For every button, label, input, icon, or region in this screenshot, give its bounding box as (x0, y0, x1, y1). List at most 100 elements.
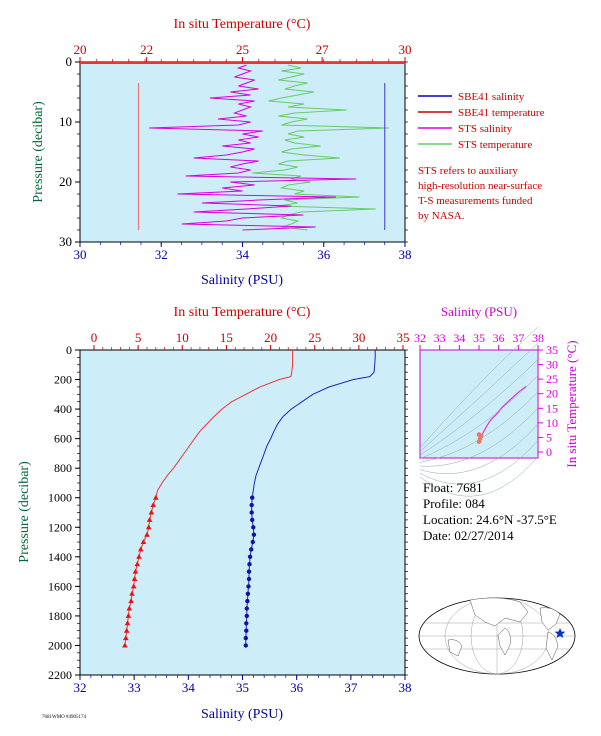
top-pressure-axis-tick-label: 20 (59, 174, 72, 189)
sts-note-line-2: high-resolution near-surface (418, 180, 542, 192)
bottom-sal-axis-title: Salinity (PSU) (201, 707, 283, 722)
world-map (418, 597, 576, 675)
salinity-marker (244, 613, 249, 619)
temperature-marker (144, 531, 150, 537)
ts-temp-axis-tick-label: 5 (546, 430, 552, 444)
map-continents (447, 597, 561, 661)
temperature-marker (132, 568, 139, 574)
temperature-marker (136, 553, 142, 559)
bottom-pressure-axis-tick-label: 200 (54, 373, 72, 387)
temperature-marker (129, 590, 135, 596)
salinity-marker (249, 547, 254, 552)
density-isopleth (419, 440, 539, 485)
temperature-marker (138, 546, 144, 552)
salinity-marker (243, 643, 248, 648)
legend-label-sbe41-salinity: SBE41 salinity (458, 91, 525, 103)
bottom-temp-axis-tick-label: 30 (352, 330, 365, 345)
bottom-pressure-axis-tick-label: 1000 (48, 491, 72, 505)
salinity-marker (249, 510, 254, 515)
legend-label-sbe41-temperature: SBE41 temperature (458, 107, 545, 119)
bottom-sal-axis-tick-label: 35 (236, 680, 249, 695)
top-temp-axis-title: In situ Temperature (°C) (174, 17, 311, 32)
bottom-plot-area (79, 349, 406, 676)
float-info: Float: 7681 Profile: 084 Location: 24.6°… (423, 480, 557, 543)
ts-deep-point (476, 432, 482, 437)
bottom-pressure-axis-tick-label: 0 (66, 343, 72, 357)
bottom-sal-axis-tick-label: 34 (182, 680, 196, 695)
salinity-marker (246, 576, 252, 582)
salinity-marker (251, 525, 256, 530)
salinity-marker (244, 628, 249, 633)
temperature-marker (140, 539, 147, 544)
temperature-marker (125, 612, 132, 618)
top-temp-axis-tick-label: 22 (140, 42, 153, 57)
bottom-temp-axis-tick-label: 5 (135, 330, 142, 345)
bottom-sal-axis-tick-label: 33 (128, 680, 141, 695)
bottom-sal-axis-tick-label: 32 (74, 680, 87, 695)
temperature-marker (122, 642, 128, 648)
ts-sal-axis-tick-label: 37 (512, 331, 524, 345)
ts-sal-axis-tick-label: 35 (473, 331, 485, 345)
bottom-temp-axis-tick-label: 15 (220, 330, 233, 345)
temperature-marker (123, 635, 129, 641)
float-id: Float: 7681 (423, 480, 483, 495)
ts-temp-axis-tick-label: 35 (546, 343, 558, 357)
legend-label-sts-temperature: STS temperature (458, 139, 532, 151)
ts-temp-axis-tick-label: 15 (546, 401, 558, 415)
top-temp-axis-tick-label: 25 (236, 42, 249, 57)
bottom-pressure-axis-tick-label: 1200 (48, 520, 72, 534)
top-pressure-axis-tick-label: 10 (59, 114, 72, 129)
bottom-pressure-axis-tick-label: 800 (54, 461, 72, 475)
top-temp-axis-tick-label: 30 (399, 42, 412, 57)
sts-note-line-4: by NASA. (418, 210, 465, 222)
bottom-pressure-axis-tick-label: 400 (54, 402, 72, 416)
bottom-temp-axis-tick-label: 25 (308, 330, 321, 345)
top-temp-axis-tick-label: 20 (74, 42, 87, 57)
top-sal-axis-tick-label: 34 (236, 247, 250, 262)
bottom-sal-axis-tick-label: 37 (344, 680, 358, 695)
salinity-marker (245, 598, 250, 604)
salinity-marker (246, 569, 252, 574)
salinity-marker (244, 606, 249, 611)
bottom-temp-axis-tick-label: 0 (91, 330, 98, 345)
bottom-pressure-axis-tick-label: 2200 (48, 668, 72, 682)
salinity-marker (249, 502, 254, 508)
temperature-marker (150, 502, 156, 508)
bottom-pressure-axis-tick-label: 1800 (48, 609, 72, 623)
temperature-marker (153, 494, 159, 500)
ts-temp-axis-tick-label: 30 (546, 358, 558, 372)
density-isopleth (419, 326, 539, 449)
ts-series-group (419, 326, 539, 497)
top-sal-axis-tick-label: 30 (74, 247, 87, 262)
ts-temp-axis-tick-label: 20 (546, 387, 558, 401)
bottom-panel: 0 5 10 15 20 25 30 35 32 33 34 35 36 37 38 0 200 400 600 80… (17, 305, 412, 722)
salinity-marker (245, 591, 251, 596)
bottom-axes: 0 5 10 15 20 25 30 35 32 33 34 35 36 37 38 0 200 400 600 80… (48, 330, 412, 695)
location: Location: 24.6°N -37.5°E (423, 512, 557, 527)
top-sal-axis-title: Salinity (PSU) (201, 273, 283, 288)
bottom-temp-axis-tick-label: 20 (264, 330, 277, 345)
ts-sal-axis-tick-label: 38 (532, 331, 544, 345)
temperature-marker (124, 620, 131, 626)
bottom-pressure-axis-tick-label: 1600 (48, 579, 72, 593)
sts-temperature-line (252, 64, 389, 231)
ts-temp-axis-tick-label: 0 (546, 445, 552, 459)
top-sal-axis-tick-label: 38 (399, 247, 412, 262)
temperature-marker (130, 583, 137, 589)
temperature-marker (123, 627, 130, 633)
legend: SBE41 salinity SBE41 temperature STS sal… (418, 91, 545, 222)
temperature-marker (128, 598, 134, 604)
temperature-marker (148, 509, 155, 515)
density-isopleth (419, 407, 539, 467)
legend-label-sts-salinity: STS salinity (458, 123, 513, 135)
top-pressure-axis-tick-label: 0 (66, 54, 73, 69)
profile-number: Profile: 084 (423, 496, 485, 511)
salinity-marker (243, 635, 248, 641)
ts-sal-axis-tick-label: 32 (414, 331, 426, 345)
top-sal-axis-tick-label: 36 (317, 247, 331, 262)
bottom-pressure-axis-tick-label: 1400 (48, 550, 72, 564)
top-pressure-axis-tick-label: 30 (59, 234, 72, 249)
